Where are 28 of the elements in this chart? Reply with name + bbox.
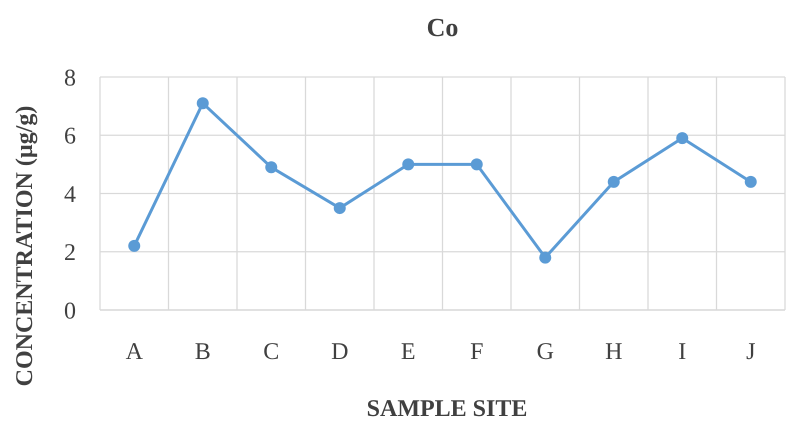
chart-title: Co <box>426 13 458 42</box>
point <box>402 158 414 170</box>
y-tick-label: 4 <box>64 182 76 208</box>
x-tick-label: J <box>746 339 756 365</box>
x-axis-title: SAMPLE SITE <box>366 396 528 422</box>
point <box>265 161 278 174</box>
point <box>539 252 552 264</box>
point <box>676 132 688 144</box>
point <box>196 97 209 110</box>
x-tick-label: E <box>400 339 416 365</box>
point <box>128 240 140 252</box>
y-tick-label: 6 <box>64 124 76 150</box>
x-tick-label: B <box>194 339 211 365</box>
x-tick-label: I <box>678 339 686 365</box>
y-tick-label: 2 <box>64 240 76 266</box>
x-tick-label: F <box>470 339 484 365</box>
x-tick-label: A <box>126 339 144 365</box>
point <box>744 176 757 188</box>
y-axis-title: CONCENTRATION (µg/g) <box>12 106 38 386</box>
point <box>608 176 620 188</box>
x-tick-label: C <box>263 339 280 365</box>
y-tick-label: 8 <box>64 65 76 92</box>
x-tick-label: H <box>605 339 622 365</box>
point <box>470 158 483 170</box>
x-tick-label: G <box>536 339 554 365</box>
y-tick-label: 0 <box>64 298 76 324</box>
point <box>334 202 346 214</box>
x-tick-label: D <box>331 339 348 365</box>
